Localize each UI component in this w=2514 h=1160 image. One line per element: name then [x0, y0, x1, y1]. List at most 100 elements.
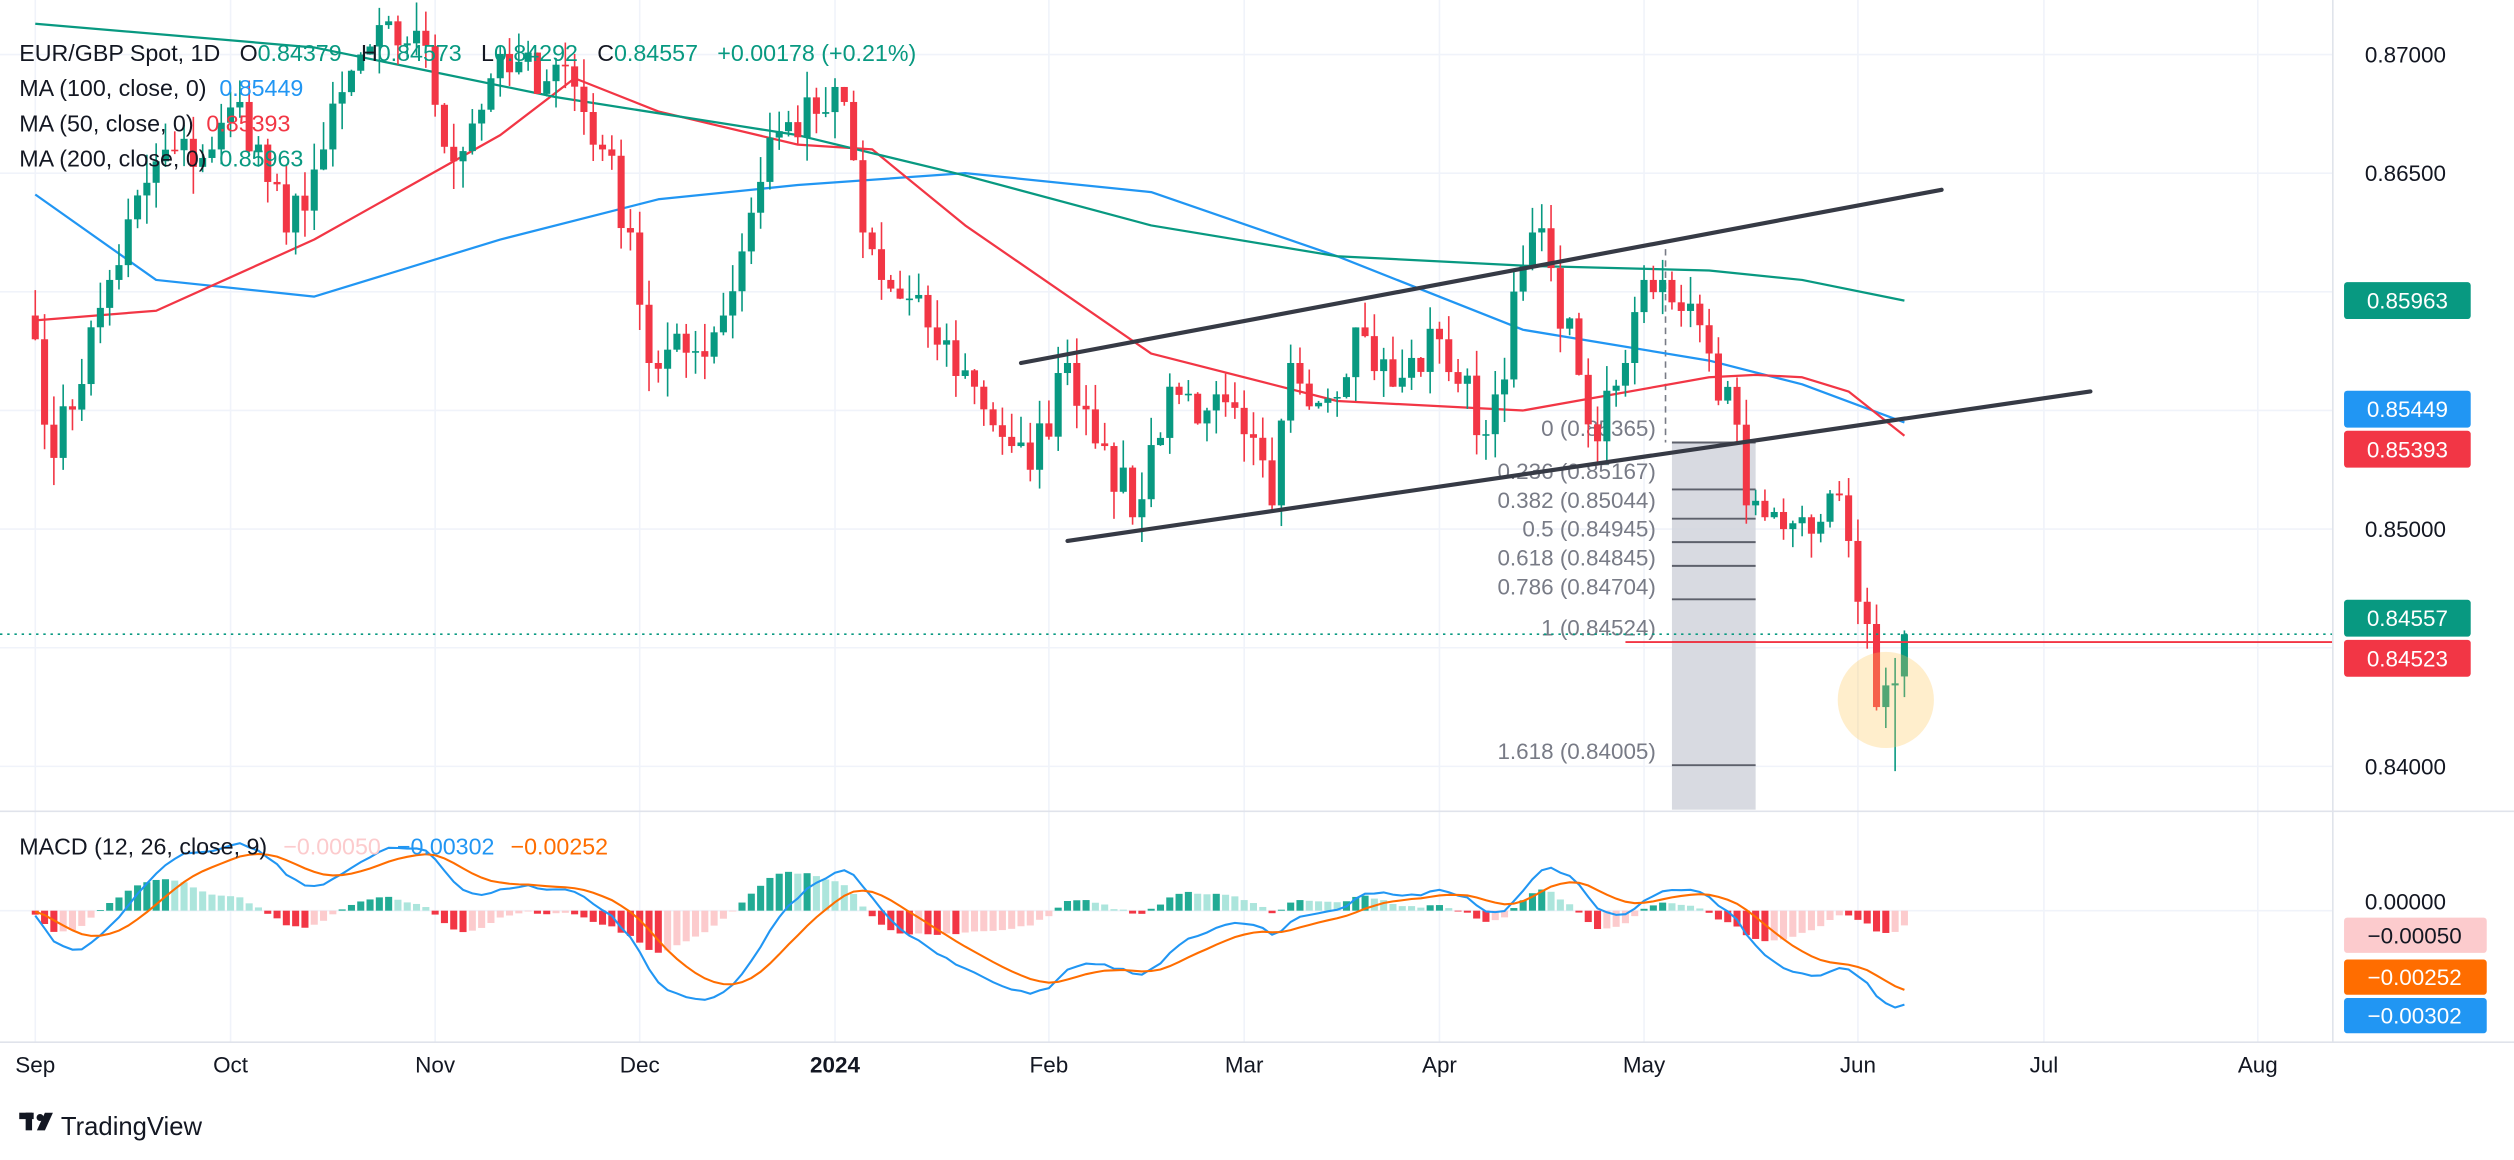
macd-histogram-bar	[571, 910, 579, 915]
candle-body	[1017, 442, 1025, 447]
candle-body	[468, 123, 476, 152]
macd-histogram-bar	[171, 880, 179, 911]
candle-body	[673, 333, 681, 350]
macd-histogram-bar	[189, 887, 197, 911]
candle	[1463, 368, 1471, 409]
time-axis[interactable]: Sep Oct Nov Dec 2024 Feb Mar Apr May Jun Jul Aug	[15, 1053, 2277, 1078]
candle-body	[1119, 467, 1127, 492]
price-axis[interactable]: 0.87000 0.86500 0.85963 0.85449 0.85393 0.850…	[2344, 43, 2487, 1034]
tradingview-logo[interactable]: TradingView	[19, 1112, 203, 1141]
drawings[interactable]	[0, 187, 2333, 749]
fibonacci-retracement[interactable]: 0 (0.85365)0.236 (0.85167)0.382 (0.85044…	[1497, 249, 1756, 810]
macd-legend[interactable]: MACD (12, 26, close, 9) −0.00050 −0.0030…	[19, 834, 608, 860]
candle	[245, 80, 253, 153]
candle-body	[1129, 467, 1137, 518]
candle	[970, 369, 979, 405]
macd-histogram-bar	[208, 894, 216, 911]
ma50-legend[interactable]: MA (50, close, 0) 0.85393	[19, 110, 290, 136]
macd-histogram-bar	[329, 910, 337, 915]
macd-histogram-bar	[1473, 910, 1481, 919]
candle-body	[310, 169, 318, 211]
macd-histogram-bar	[1417, 907, 1425, 911]
macd-histogram-bar	[115, 897, 123, 911]
candle-body	[422, 30, 430, 46]
candle	[1361, 302, 1369, 338]
time-label: 2024	[810, 1053, 860, 1078]
candle	[31, 290, 39, 341]
candle-body	[915, 294, 923, 299]
macd-zero-tick: 0.00000	[2365, 890, 2446, 915]
macd-histogram-bar	[134, 885, 142, 911]
macd-histogram-bar	[292, 910, 300, 927]
candle-body	[31, 315, 39, 340]
candle-body	[1538, 228, 1546, 233]
candle	[1817, 513, 1825, 543]
macd-histogram-bar	[1687, 905, 1695, 911]
candle	[1445, 316, 1453, 382]
candle-body	[1501, 379, 1509, 395]
candle-body	[1240, 407, 1248, 435]
time-label: Nov	[415, 1053, 456, 1078]
candle-body	[719, 315, 727, 333]
candle-body	[357, 54, 365, 71]
macd-histogram-bar	[1305, 900, 1313, 911]
macd-histogram-bar	[1807, 910, 1815, 931]
macd-histogram-bar	[1277, 909, 1285, 911]
candle-body	[506, 53, 514, 73]
macd-histogram-bar	[366, 899, 374, 911]
macd-histogram-bar	[1110, 909, 1118, 911]
candle	[68, 399, 76, 431]
macd-histogram-bar	[1714, 910, 1722, 920]
candle-body	[1110, 446, 1118, 492]
candles	[31, 2, 1908, 772]
candle-body	[543, 81, 551, 94]
candle-body	[1482, 434, 1490, 436]
candle	[96, 282, 104, 344]
macd-signal-value: −0.00252	[511, 834, 609, 860]
candle	[366, 44, 374, 55]
candle-body	[1463, 375, 1471, 384]
macd-histogram-bar	[1770, 910, 1778, 941]
macd-histogram-bar	[998, 910, 1006, 931]
candle-body	[1063, 362, 1072, 374]
macd-histogram-bar	[1677, 904, 1685, 911]
candle	[822, 87, 830, 118]
candle-body	[784, 122, 793, 132]
macd-histogram-bar	[68, 910, 76, 931]
price-tag: 0.85963	[2344, 282, 2471, 320]
candle	[1789, 520, 1797, 548]
candle	[617, 139, 625, 249]
candle	[450, 123, 458, 190]
time-label: Jul	[2030, 1053, 2059, 1078]
ma100-legend[interactable]: MA (100, close, 0) 0.85449	[19, 75, 303, 101]
candle	[1584, 358, 1592, 448]
macd-histogram-bar	[375, 897, 383, 911]
candle-body	[896, 288, 904, 299]
macd-histogram-bar	[1594, 910, 1602, 930]
candle-body	[1380, 359, 1388, 372]
candle-body	[1863, 601, 1871, 625]
ma200-legend[interactable]: MA (200, close, 0) 0.85963	[19, 146, 303, 172]
candle	[1594, 406, 1602, 466]
candle	[543, 69, 551, 97]
candle	[1872, 604, 1881, 711]
candle	[1156, 432, 1165, 446]
candle-body	[115, 265, 123, 280]
macd-histogram-bar	[1389, 903, 1397, 911]
candle-body	[1528, 232, 1536, 266]
candle	[1054, 346, 1062, 451]
candle	[347, 69, 355, 97]
candle-body	[1361, 327, 1369, 337]
macd-histogram-bar	[812, 876, 820, 911]
candle-body	[1184, 393, 1192, 396]
candle	[236, 80, 244, 118]
candle-body	[1649, 279, 1657, 293]
macd-histogram-bar	[1780, 910, 1788, 940]
macd-histogram-bar	[598, 910, 607, 925]
candle	[775, 111, 783, 150]
macd-histogram-bar	[617, 910, 625, 933]
candle	[1640, 265, 1648, 324]
macd-histogram-bar	[1817, 910, 1825, 927]
candle-body	[1687, 303, 1695, 311]
